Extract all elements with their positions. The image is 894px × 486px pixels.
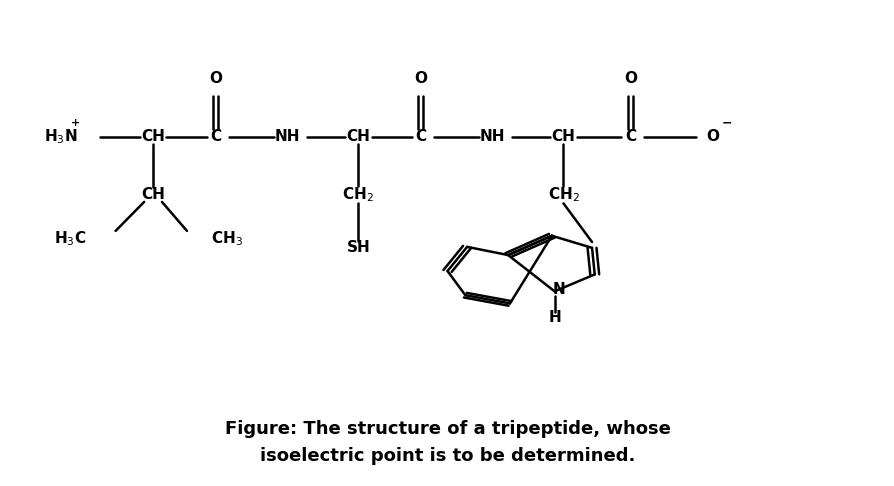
- Text: NH: NH: [479, 129, 504, 144]
- Text: O: O: [705, 129, 719, 144]
- Text: +: +: [71, 118, 80, 128]
- Text: O: O: [414, 71, 426, 86]
- Text: CH$_3$: CH$_3$: [211, 229, 243, 247]
- Text: H$_3$C: H$_3$C: [54, 229, 86, 247]
- Text: CH$_2$: CH$_2$: [547, 185, 578, 204]
- Text: O: O: [623, 71, 637, 86]
- Text: CH: CH: [551, 129, 575, 144]
- Text: N: N: [552, 282, 565, 297]
- Text: −: −: [721, 117, 731, 130]
- Text: isoelectric point is to be determined.: isoelectric point is to be determined.: [259, 447, 635, 465]
- Text: CH: CH: [141, 187, 164, 202]
- Text: SH: SH: [346, 241, 370, 255]
- Text: CH: CH: [141, 129, 164, 144]
- Text: H$_3$N: H$_3$N: [44, 127, 77, 146]
- Text: O: O: [209, 71, 222, 86]
- Text: CH$_2$: CH$_2$: [342, 185, 374, 204]
- Text: C: C: [210, 129, 221, 144]
- Text: CH: CH: [346, 129, 370, 144]
- Text: C: C: [624, 129, 636, 144]
- Text: NH: NH: [274, 129, 299, 144]
- Text: H: H: [548, 311, 561, 326]
- Text: Figure: The structure of a tripeptide, whose: Figure: The structure of a tripeptide, w…: [224, 420, 670, 438]
- Text: C: C: [415, 129, 426, 144]
